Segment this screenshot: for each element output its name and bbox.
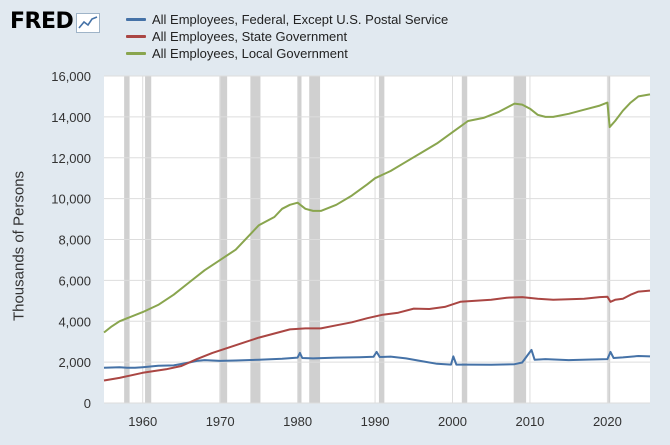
series-line-1 (103, 289, 651, 382)
legend-item-1: All Employees, State Government (126, 28, 448, 45)
y-tick-label: 0 (84, 396, 91, 411)
y-tick-label: 16,000 (51, 69, 91, 84)
line-chart-icon (76, 12, 101, 33)
x-tick-label: 1990 (361, 414, 390, 429)
y-axis-title-text: Thousands of Persons (10, 170, 28, 322)
x-tick-label: 1970 (206, 414, 235, 429)
y-tick-label: 6,000 (58, 273, 91, 288)
x-tick-label: 2000 (438, 414, 467, 429)
y-tick-label: 10,000 (51, 192, 91, 207)
y-tick-label: 8,000 (58, 233, 91, 248)
legend-item-0: All Employees, Federal, Except U.S. Post… (126, 11, 448, 28)
legend-item-2: All Employees, Local Government (126, 45, 448, 62)
legend-label: All Employees, State Government (152, 29, 348, 44)
y-tick-label: 12,000 (51, 151, 91, 166)
fred-logo[interactable]: FRED (10, 9, 101, 34)
legend-label: All Employees, Federal, Except U.S. Post… (152, 12, 449, 27)
legend-swatch (126, 18, 146, 21)
x-tick-label: 2020 (593, 414, 622, 429)
x-tick-label: 2010 (515, 414, 544, 429)
y-tick-label: 2,000 (58, 355, 91, 370)
chart-legend: All Employees, Federal, Except U.S. Post… (126, 11, 448, 62)
legend-swatch (126, 52, 146, 55)
legend-swatch (126, 35, 146, 38)
fred-logo-text: FRED (10, 9, 74, 34)
x-tick-label: 1960 (128, 414, 157, 429)
y-tick-label: 4,000 (58, 314, 91, 329)
y-tick-label: 14,000 (51, 110, 91, 125)
legend-label: All Employees, Local Government (152, 46, 348, 61)
series-line-2 (103, 93, 651, 334)
x-tick-label: 1980 (283, 414, 312, 429)
